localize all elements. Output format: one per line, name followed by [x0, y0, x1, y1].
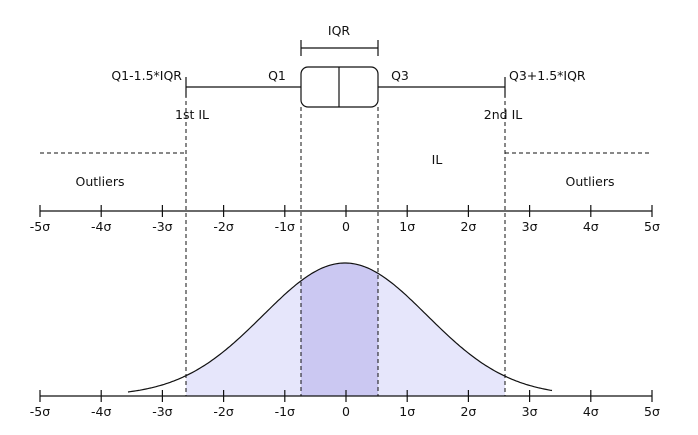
axis-tick-label: 4σ	[583, 404, 599, 419]
q3-label: Q3	[391, 68, 409, 83]
first-il-label: 1st IL	[175, 107, 209, 122]
axis-tick-label: 1σ	[399, 404, 415, 419]
sigma-axis-top: -5σ -4σ -3σ -2σ -1σ 0 1σ 2σ 3σ 4σ 5σ	[30, 205, 660, 234]
normal-distribution-curve	[127, 262, 553, 393]
axis-tick-label: 2σ	[460, 219, 476, 234]
outliers-left-label: Outliers	[76, 174, 125, 189]
axis-tick-label: 3σ	[522, 219, 538, 234]
il-label: IL	[432, 152, 443, 167]
axis-tick-label: 5σ	[644, 219, 660, 234]
axis-tick-label: 1σ	[399, 219, 415, 234]
axis-tick-label: 4σ	[583, 219, 599, 234]
lower-fence-label: Q1-1.5*IQR	[111, 68, 182, 83]
axis-tick-label: -2σ	[213, 404, 233, 419]
second-il-label: 2nd IL	[484, 107, 522, 122]
upper-fence-label: Q3+1.5*IQR	[509, 68, 586, 83]
axis-tick-label: -5σ	[30, 404, 50, 419]
axis-tick-label: -3σ	[152, 219, 172, 234]
axis-tick-label: -1σ	[275, 219, 295, 234]
axis-tick-label: -2σ	[213, 219, 233, 234]
axis-tick-label: 3σ	[522, 404, 538, 419]
iqr-label: IQR	[328, 23, 351, 38]
axis-tick-label: -4σ	[91, 404, 111, 419]
q1-label: Q1	[268, 68, 286, 83]
axis-tick-label: 2σ	[460, 404, 476, 419]
distribution-iqr-area	[301, 263, 378, 396]
axis-tick-label: 5σ	[644, 404, 660, 419]
axis-tick-label: 0	[342, 404, 350, 419]
sigma-axis-bottom: -5σ -4σ -3σ -2σ -1σ 0 1σ 2σ 3σ 4σ 5σ	[30, 390, 660, 419]
iqr-bracket	[300, 40, 379, 56]
axis-tick-label: 0	[342, 219, 350, 234]
axis-tick-label: -5σ	[30, 219, 50, 234]
axis-tick-label: -1σ	[275, 404, 295, 419]
axis-tick-label: -4σ	[91, 219, 111, 234]
outliers-right-label: Outliers	[566, 174, 615, 189]
axis-tick-label: -3σ	[152, 404, 172, 419]
